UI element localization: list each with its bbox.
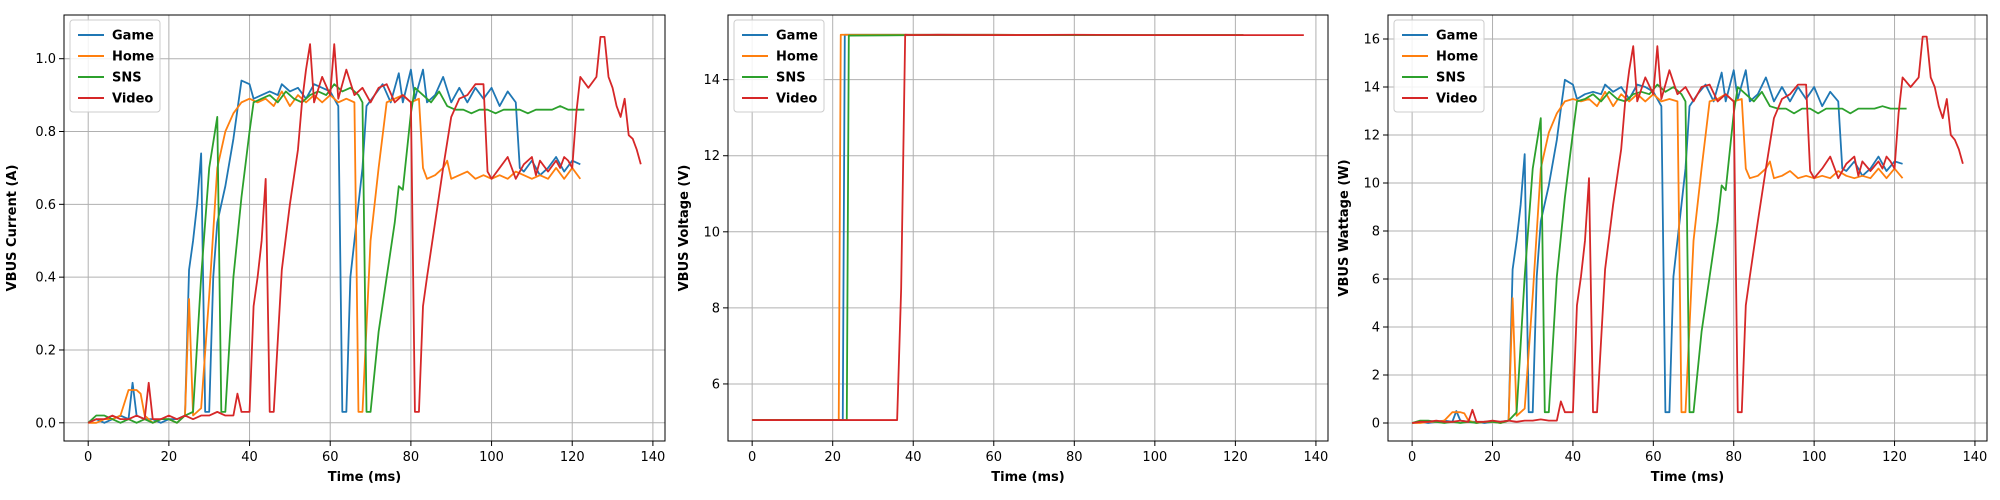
y-tick-label: 0.8 [35, 125, 56, 140]
series-line-video [87, 35, 642, 424]
legend-label-sns: SNS [776, 71, 806, 86]
y-axis-label: VBUS Current (A) [5, 165, 20, 292]
legend: Game Home SNS Video [733, 19, 825, 113]
x-axis-label: Time (ms) [991, 470, 1064, 485]
legend-label-video: Video [112, 92, 153, 107]
x-tick-label: 0 [84, 450, 92, 465]
y-tick-label: 2 [1372, 369, 1380, 384]
legend-label-game: Game [112, 29, 154, 44]
x-tick-label: 100 [1142, 450, 1167, 465]
y-tick-label: 12 [703, 149, 720, 164]
chart-panel-3: 0 20 40 60 80 100 120 140 0 2 4 6 8 10 12 14 16 Time (ms)… [1337, 14, 1988, 485]
series-line-video [1411, 35, 1964, 424]
x-tick-label: 80 [403, 450, 420, 465]
y-axis-label: VBUS Wattage (W) [1337, 159, 1352, 296]
x-tick-label: 40 [905, 450, 922, 465]
legend-label-home: Home [1436, 50, 1478, 65]
x-tick-label: 120 [560, 450, 585, 465]
x-tick-label: 140 [1304, 450, 1329, 465]
y-tick-label: 0 [1372, 417, 1380, 432]
axes-frame [63, 14, 666, 442]
legend-label-home: Home [112, 50, 154, 65]
series-line-sns [1411, 83, 1907, 424]
x-tick-label: 60 [985, 450, 1002, 465]
y-tick-label: 14 [703, 73, 720, 88]
series-line-sns [87, 83, 585, 424]
series-line-video [752, 33, 1304, 421]
y-tick-label: 4 [1372, 321, 1380, 336]
x-tick-label: 20 [824, 450, 841, 465]
y-tick-label: 10 [703, 225, 720, 240]
x-tick-label: 60 [1645, 450, 1662, 465]
y-tick-label: 16 [1363, 33, 1380, 48]
y-tick-label: 14 [1363, 81, 1380, 96]
x-tick-label: 120 [1882, 450, 1907, 465]
y-tick-label: 6 [1372, 273, 1380, 288]
x-tick-label: 120 [1223, 450, 1248, 465]
x-tick-label: 140 [1963, 450, 1988, 465]
y-tick-label: 10 [1363, 177, 1380, 192]
y-tick-label: 1.0 [35, 52, 56, 67]
y-tick-label: 0.6 [35, 198, 56, 213]
x-tick-label: 60 [322, 450, 339, 465]
legend-label-video: Video [1436, 92, 1477, 107]
x-axis-label: Time (ms) [1651, 470, 1724, 485]
x-axis-label: Time (ms) [328, 470, 401, 485]
x-tick-label: 40 [241, 450, 258, 465]
x-tick-label: 20 [161, 450, 178, 465]
legend-label-video: Video [776, 92, 817, 107]
axes-frame [727, 14, 1329, 442]
legend-box [1393, 19, 1485, 113]
y-tick-label: 0.2 [35, 343, 56, 358]
axes-frame [1387, 14, 1988, 442]
legend-label-game: Game [776, 29, 818, 44]
x-tick-label: 80 [1066, 450, 1083, 465]
y-tick-label: 0.0 [35, 416, 56, 431]
y-tick-label: 8 [712, 301, 720, 316]
legend-label-home: Home [776, 50, 818, 65]
x-tick-label: 80 [1725, 450, 1742, 465]
legend: Game Home SNS Video [69, 19, 161, 113]
legend-label-game: Game [1436, 29, 1478, 44]
legend: Game Home SNS Video [1393, 19, 1485, 113]
x-tick-label: 20 [1484, 450, 1501, 465]
chart-panel-2: 0 20 40 60 80 100 120 140 6 8 10 12 14 Time (ms) VBUS … [677, 14, 1329, 485]
y-tick-label: 12 [1363, 129, 1380, 144]
x-tick-label: 100 [1802, 450, 1827, 465]
x-tick-label: 140 [640, 450, 665, 465]
x-tick-label: 0 [1408, 450, 1416, 465]
y-axis-label: VBUS Voltage (V) [677, 165, 692, 292]
x-tick-label: 0 [748, 450, 756, 465]
legend-box [733, 19, 825, 113]
y-tick-label: 6 [712, 377, 720, 392]
legend-label-sns: SNS [112, 71, 142, 86]
y-tick-label: 8 [1372, 225, 1380, 240]
plot-area [728, 15, 1328, 441]
y-tick-label: 0.4 [35, 271, 56, 286]
x-tick-label: 100 [479, 450, 504, 465]
x-tick-label: 40 [1565, 450, 1582, 465]
legend-box [69, 19, 161, 113]
chart-panel-1: 0 20 40 60 80 100 120 140 0.0 0.2 0.4 0.6 0.8 1.0 Time… [5, 14, 666, 485]
legend-label-sns: SNS [1436, 71, 1466, 86]
